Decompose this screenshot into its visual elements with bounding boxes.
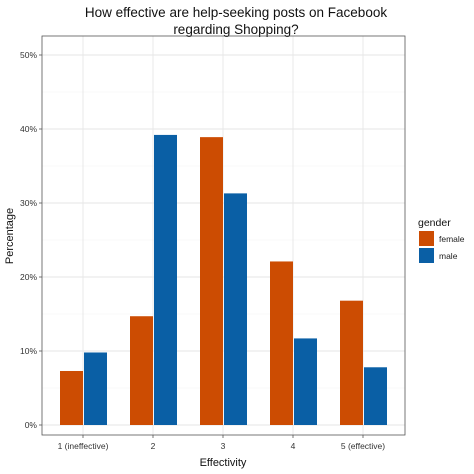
bar-female-4 — [270, 261, 293, 425]
bar-female-3 — [200, 137, 223, 425]
plot-panel-border — [41, 35, 406, 436]
y-tick-label: 20% — [20, 272, 37, 282]
bar-male-4 — [294, 338, 317, 425]
y-axis: 0% 10% 20% 30% 40% 50% — [20, 50, 42, 430]
x-axis: 1 (ineffective) 2 3 4 5 (effective) — [58, 435, 385, 451]
bars — [60, 134, 387, 426]
x-tick-label: 1 (ineffective) — [58, 441, 109, 451]
y-tick-label: 30% — [20, 198, 37, 208]
y-tick-label: 40% — [20, 124, 37, 134]
chart-title-line-1: How effective are help-seeking posts on … — [85, 5, 387, 20]
y-tick-label: 10% — [20, 346, 37, 356]
legend-swatch-female — [419, 231, 434, 246]
bar-male-5 — [364, 367, 387, 425]
x-tick-label: 5 (effective) — [341, 441, 385, 451]
bar-female-5 — [340, 300, 363, 425]
chart-title-line-2: regarding Shopping? — [173, 22, 298, 37]
x-tick-label: 2 — [151, 441, 156, 451]
legend-label-male: male — [439, 251, 458, 261]
bar-male-1 — [84, 352, 107, 425]
bar-male-2 — [154, 134, 177, 426]
bar-male-3 — [224, 193, 247, 425]
x-axis-label: Effectivity — [200, 457, 247, 469]
x-tick-label: 3 — [221, 441, 226, 451]
y-axis-label: Percentage — [4, 208, 16, 264]
bar-female-2 — [130, 316, 153, 425]
legend-title: gender — [418, 217, 451, 229]
y-tick-label: 50% — [20, 50, 37, 60]
legend-swatch-male — [419, 248, 434, 263]
y-tick-label: 0% — [25, 420, 38, 430]
x-tick-label: 4 — [291, 441, 296, 451]
legend-label-female: female — [439, 234, 465, 244]
legend: gender female male — [418, 217, 465, 263]
bar-female-1 — [60, 370, 83, 425]
